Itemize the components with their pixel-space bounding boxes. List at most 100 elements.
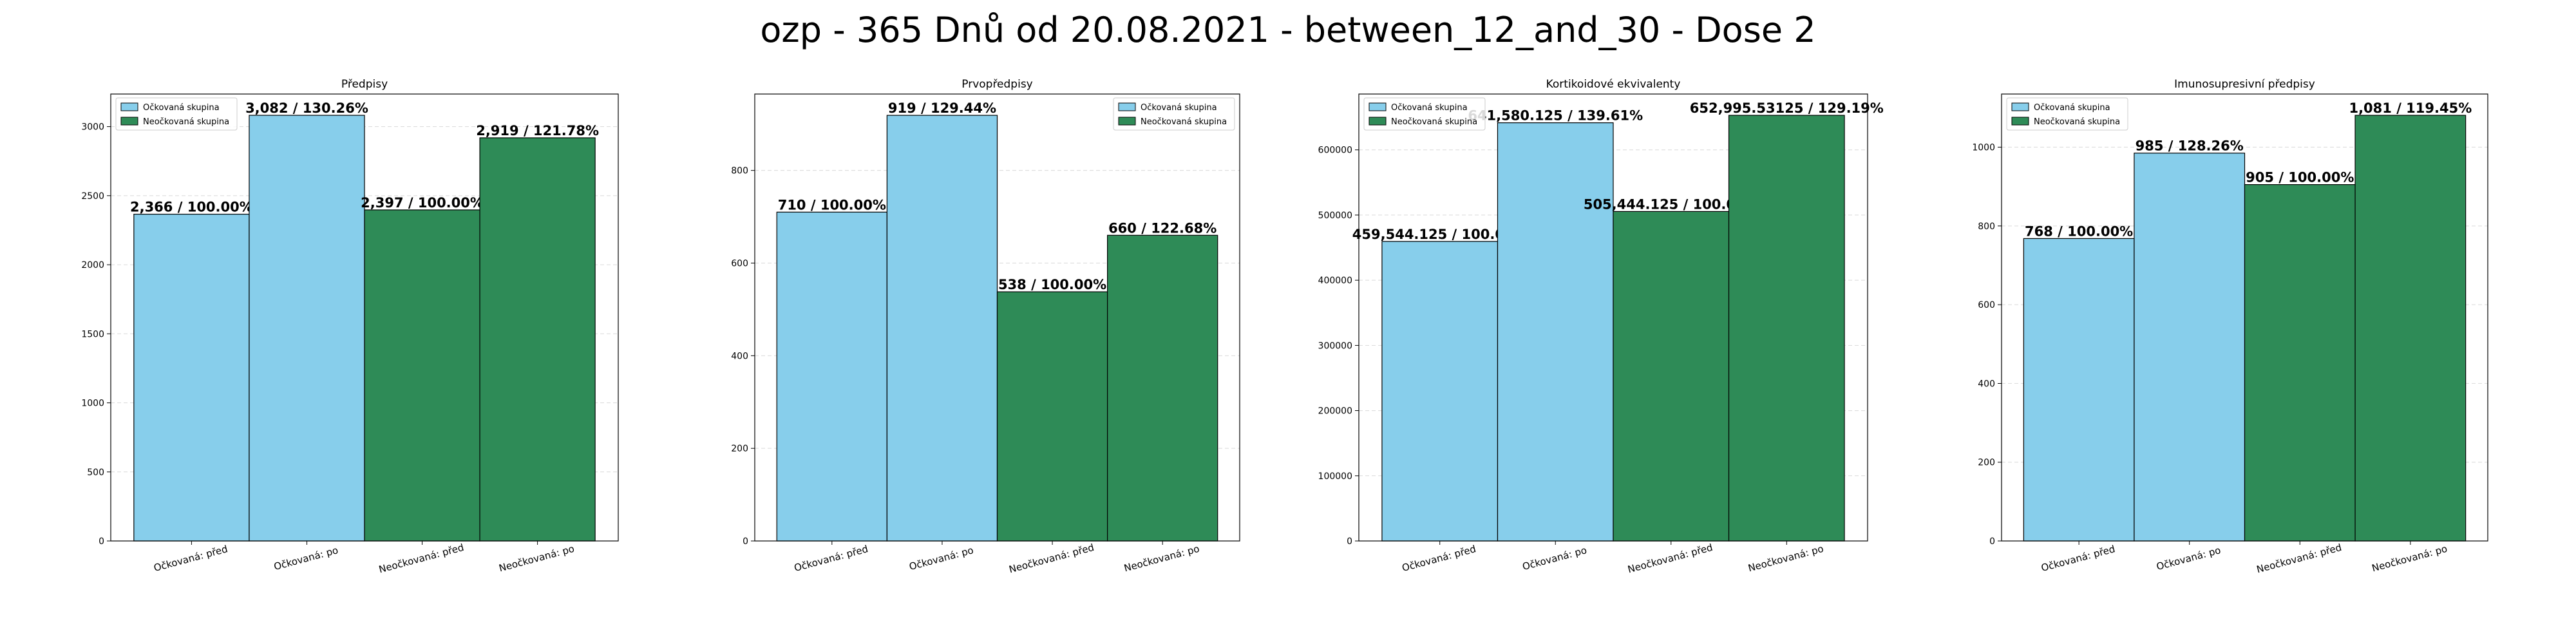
legend-box bbox=[115, 97, 238, 131]
data-label: 919 / 129.44% bbox=[888, 100, 996, 116]
bar bbox=[886, 115, 998, 542]
data-label: 710 / 100.00% bbox=[778, 197, 886, 213]
x-tick-label: Neočkovaná: před bbox=[1008, 542, 1095, 576]
y-tick-label: 600 bbox=[731, 258, 748, 269]
legend-box bbox=[1363, 97, 1486, 131]
x-tick-label: Očkovaná: po bbox=[1521, 544, 1588, 573]
x-tick-label: Neočkovaná: po bbox=[1122, 543, 1200, 574]
x-tick-label: Očkovaná: před bbox=[153, 543, 229, 574]
bar bbox=[249, 115, 365, 542]
x-tick-label: Neočkovaná: před bbox=[377, 542, 465, 576]
x-tick-label: Neočkovaná: před bbox=[2255, 542, 2343, 576]
y-tick-label: 800 bbox=[731, 166, 748, 176]
bar bbox=[2244, 184, 2356, 542]
bar bbox=[2134, 153, 2246, 542]
y-tick-label: 2500 bbox=[81, 191, 104, 202]
y-tick-label: 0 bbox=[1989, 536, 1995, 547]
y-tick-label: 500000 bbox=[1318, 211, 1352, 221]
chart-title: Kortikoidové ekvivalenty bbox=[1546, 78, 1681, 91]
y-tick-label: 400000 bbox=[1318, 276, 1352, 286]
y-tick-label: 200000 bbox=[1318, 406, 1352, 417]
legend-label: Neočkovaná skupina bbox=[2034, 117, 2120, 127]
legend-swatch bbox=[1118, 117, 1136, 126]
y-tick-label: 400 bbox=[1978, 379, 1995, 389]
y-tick-label: 600 bbox=[1978, 300, 1995, 310]
bar bbox=[1381, 241, 1499, 542]
bar bbox=[364, 209, 480, 542]
data-label: 641,580.125 / 139.61% bbox=[1468, 108, 1643, 124]
y-tick-label: 200 bbox=[731, 444, 748, 454]
legend-swatch bbox=[1118, 102, 1136, 111]
y-tick-label: 0 bbox=[743, 536, 748, 547]
data-label: 2,919 / 121.78% bbox=[476, 123, 599, 138]
y-tick-label: 600000 bbox=[1318, 146, 1352, 156]
legend-swatch bbox=[1368, 102, 1387, 111]
y-tick-label: 1000 bbox=[81, 399, 104, 409]
bar bbox=[1497, 122, 1614, 542]
chart-title: Předpisy bbox=[341, 78, 388, 91]
y-tick-label: 2000 bbox=[81, 260, 104, 270]
bar bbox=[1107, 234, 1218, 542]
y-tick-label: 0 bbox=[1347, 536, 1352, 547]
legend-label: Neočkovaná skupina bbox=[1141, 117, 1227, 127]
data-label: 2,397 / 100.00% bbox=[361, 195, 484, 211]
legend-box bbox=[1113, 97, 1235, 131]
figure-title: ozp - 365 Dnů od 20.08.2021 - between_12… bbox=[760, 10, 1816, 50]
legend: Očkovaná skupina Neočkovaná skupina bbox=[1113, 97, 1235, 131]
data-label: 985 / 128.26% bbox=[2136, 138, 2244, 154]
bar bbox=[776, 211, 887, 542]
chart-title: Prvopředpisy bbox=[961, 78, 1033, 91]
y-tick-label: 100000 bbox=[1318, 471, 1352, 482]
y-tick-label: 1000 bbox=[1972, 143, 1995, 153]
chart-title: Imunosupresivní předpisy bbox=[2174, 78, 2315, 91]
legend: Očkovaná skupina Neočkovaná skupina bbox=[115, 97, 238, 131]
bar bbox=[2354, 115, 2467, 542]
y-tick-label: 3000 bbox=[81, 122, 104, 133]
bar bbox=[1728, 115, 1845, 542]
legend-swatch bbox=[2011, 102, 2029, 111]
x-tick-label: Očkovaná: po bbox=[272, 544, 339, 573]
legend-swatch bbox=[120, 102, 138, 111]
legend-box bbox=[2006, 97, 2128, 131]
plot-frame bbox=[1358, 93, 1868, 542]
x-tick-label: Neočkovaná: před bbox=[1627, 542, 1714, 576]
legend-label: Očkovaná skupina bbox=[1141, 103, 1217, 113]
bar bbox=[133, 213, 250, 542]
plot-frame bbox=[2001, 93, 2488, 542]
y-tick-label: 200 bbox=[1978, 458, 1995, 468]
chart-panel-4: Imunosupresivní předpisy 768 / 100.00% Očk… bbox=[1972, 78, 2488, 575]
y-tick-label: 800 bbox=[1978, 222, 1995, 232]
data-label: 3,082 / 130.26% bbox=[245, 100, 368, 116]
legend: Očkovaná skupina Neočkovaná skupina bbox=[1363, 97, 1486, 131]
legend-label: Neočkovaná skupina bbox=[1391, 117, 1477, 127]
legend-label: Očkovaná skupina bbox=[143, 103, 220, 113]
x-tick-label: Očkovaná: před bbox=[1401, 543, 1477, 574]
legend-label: Očkovaná skupina bbox=[1391, 103, 1468, 113]
x-tick-label: Neočkovaná: po bbox=[1747, 543, 1824, 574]
bar bbox=[1613, 211, 1730, 542]
bar bbox=[479, 137, 596, 542]
data-label: 768 / 100.00% bbox=[2025, 223, 2133, 239]
legend-label: Neočkovaná skupina bbox=[143, 117, 229, 127]
bar bbox=[996, 291, 1108, 542]
data-label: 660 / 122.68% bbox=[1108, 220, 1217, 236]
y-tick-label: 500 bbox=[87, 468, 104, 478]
legend-label: Očkovaná skupina bbox=[2034, 103, 2110, 113]
plot-frame bbox=[754, 93, 1240, 542]
y-tick-label: 0 bbox=[99, 536, 104, 547]
y-tick-label: 300000 bbox=[1318, 341, 1352, 351]
chart-panel-2: Prvopředpisy 710 / 100.00% Očkovaná: před 9… bbox=[731, 78, 1240, 575]
x-tick-label: Očkovaná: před bbox=[2040, 543, 2116, 574]
x-tick-label: Neočkovaná: po bbox=[2371, 543, 2448, 574]
legend-swatch bbox=[1368, 117, 1387, 126]
x-tick-label: Očkovaná: po bbox=[908, 544, 975, 573]
y-tick-label: 1500 bbox=[81, 329, 104, 339]
legend-swatch bbox=[120, 117, 138, 126]
data-label: 1,081 / 119.45% bbox=[2349, 100, 2472, 116]
legend: Očkovaná skupina Neočkovaná skupina bbox=[2006, 97, 2128, 131]
bar bbox=[2023, 238, 2135, 542]
plot-frame bbox=[110, 93, 619, 542]
data-label: 905 / 100.00% bbox=[2246, 170, 2354, 185]
